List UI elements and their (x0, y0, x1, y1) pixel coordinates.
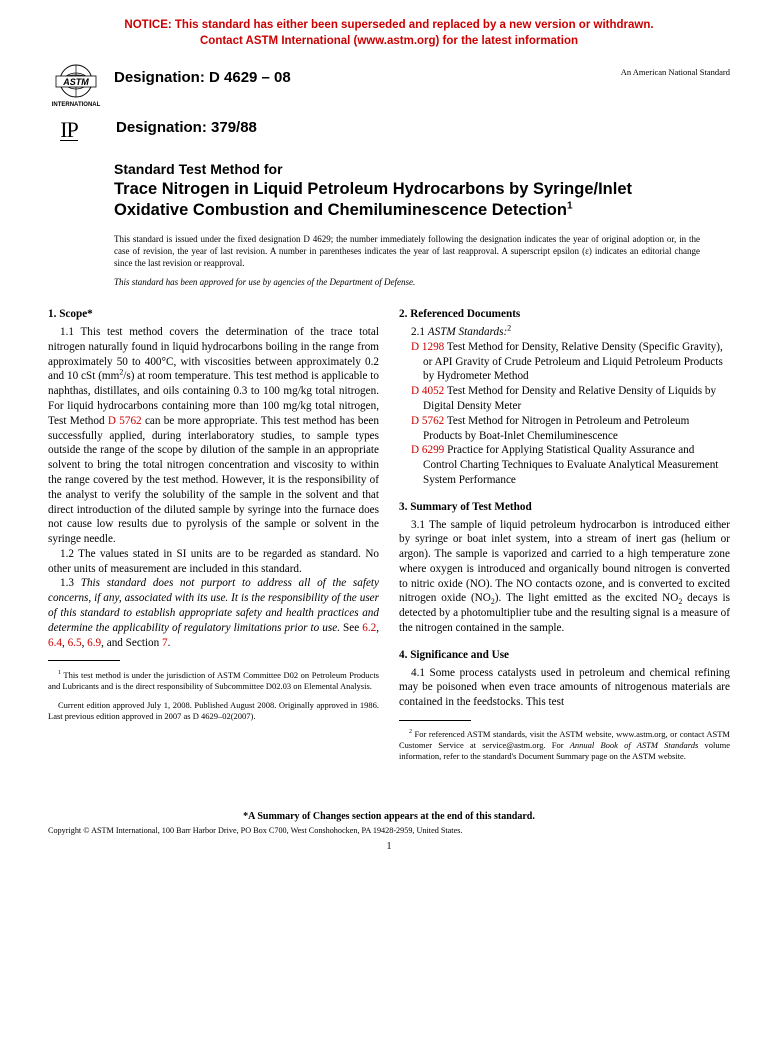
link-6-4[interactable]: 6.4 (48, 637, 62, 649)
p13ital: This standard does not purport to addres… (48, 577, 379, 633)
section-4-head: 4. Significance and Use (399, 648, 730, 663)
astm-logo: ASTM INTERNATIONAL (48, 63, 104, 111)
summary-of-changes: *A Summary of Changes section appears at… (48, 811, 730, 822)
p31b: ). The light emitted as the excited NO (495, 592, 679, 604)
designation-2: Designation: 379/88 (116, 117, 257, 136)
p11c: can be more appropriate. This test metho… (48, 415, 379, 545)
dod-note: This standard has been approved for use … (114, 277, 700, 287)
section-3-head: 3. Summary of Test Method (399, 500, 730, 515)
p13c4: , and Section (101, 637, 162, 649)
main-title-text: Trace Nitrogen in Liquid Petroleum Hydro… (114, 180, 632, 219)
ref-d1298: D 1298 Test Method for Density, Relative… (399, 340, 730, 384)
designation-2-prefix: Designation: (116, 119, 211, 136)
standard-line: Standard Test Method for (114, 161, 700, 177)
s2-sub-num: 2.1 (411, 326, 428, 338)
header-row-2: IP Designation: 379/88 (48, 117, 730, 145)
link-6-2[interactable]: 6.2 (362, 622, 376, 634)
ans-label: An American National Standard (621, 63, 730, 77)
designation-1: Designation: D 4629 – 08 (114, 63, 291, 86)
page-number: 1 (48, 841, 730, 852)
para-1-2: 1.2 The values stated in SI units are to… (48, 547, 379, 577)
fn2ital: Annual Book of ASTM Standards (570, 740, 699, 750)
link-d4052[interactable]: D 4052 (411, 385, 444, 397)
section-1-head: 1. Scope* (48, 307, 379, 322)
ref-d5762: D 5762 Test Method for Nitrogen in Petro… (399, 414, 730, 444)
svg-text:ASTM: ASTM (62, 77, 89, 87)
footer: *A Summary of Changes section appears at… (48, 811, 730, 852)
s2-sub-sup: 2 (507, 323, 511, 332)
left-column: 1. Scope* 1.1 This test method covers th… (48, 307, 379, 771)
p13c1: , (376, 622, 379, 634)
r3txt: Test Method for Nitrogen in Petroleum an… (423, 415, 689, 442)
link-d1298[interactable]: D 1298 (411, 341, 444, 353)
r2txt: Test Method for Density and Relative Den… (423, 385, 716, 412)
copyright: Copyright © ASTM International, 100 Barr… (48, 826, 730, 835)
link-6-5[interactable]: 6.5 (68, 637, 82, 649)
footnote-divider-left (48, 660, 120, 661)
ip-logo-text: IP (60, 121, 78, 142)
issued-note: This standard is issued under the fixed … (114, 234, 700, 269)
header-row-1: ASTM INTERNATIONAL Designation: D 4629 –… (48, 63, 730, 111)
footnote-1b: Current edition approved July 1, 2008. P… (48, 700, 379, 722)
notice-line1: NOTICE: This standard has either been su… (124, 19, 653, 31)
link-6-9[interactable]: 6.9 (87, 637, 101, 649)
footnote-2: 2 For referenced ASTM standards, visit t… (399, 729, 730, 762)
right-column: 2. Referenced Documents 2.1 ASTM Standar… (399, 307, 730, 771)
notice-line2: Contact ASTM International (www.astm.org… (200, 35, 578, 47)
p13b: See (340, 622, 362, 634)
s2-sub-ital: ASTM Standards: (428, 326, 507, 338)
designation-1-value: D 4629 – 08 (209, 69, 291, 86)
designation-2-value: 379/88 (211, 119, 257, 136)
title-block: Standard Test Method for Trace Nitrogen … (114, 161, 700, 220)
designation-1-prefix: Designation: (114, 69, 209, 86)
ip-logo: IP (50, 117, 88, 145)
footnote-divider-right (399, 720, 471, 721)
footnote-1a: 1 This test method is under the jurisdic… (48, 670, 379, 692)
main-title-sup: 1 (567, 200, 573, 211)
para-4-1: 4.1 Some process catalysts used in petro… (399, 666, 730, 710)
main-title: Trace Nitrogen in Liquid Petroleum Hydro… (114, 179, 700, 220)
r1txt: Test Method for Density, Relative Densit… (423, 341, 723, 383)
page: NOTICE: This standard has either been su… (0, 0, 778, 876)
svg-text:INTERNATIONAL: INTERNATIONAL (52, 102, 101, 108)
section-2-head: 2. Referenced Documents (399, 307, 730, 322)
para-3-1: 3.1 The sample of liquid petroleum hydro… (399, 518, 730, 636)
para-1-3: 1.3 This standard does not purport to ad… (48, 576, 379, 650)
para-1-1: 1.1 This test method covers the determin… (48, 325, 379, 547)
p13a: 1.3 (60, 577, 81, 589)
link-d5762-ref[interactable]: D 5762 (411, 415, 444, 427)
ref-d4052: D 4052 Test Method for Density and Relat… (399, 384, 730, 414)
link-d5762[interactable]: D 5762 (108, 415, 142, 427)
section-2-1: 2.1 ASTM Standards:2 (399, 325, 730, 340)
link-d6299[interactable]: D 6299 (411, 444, 444, 456)
fn1a-text: This test method is under the jurisdicti… (48, 670, 379, 691)
r4txt: Practice for Applying Statistical Qualit… (423, 444, 718, 486)
notice-banner: NOTICE: This standard has either been su… (48, 18, 730, 49)
ref-d6299: D 6299 Practice for Applying Statistical… (399, 443, 730, 487)
body-columns: 1. Scope* 1.1 This test method covers th… (48, 307, 730, 771)
p13c5: . (168, 637, 171, 649)
